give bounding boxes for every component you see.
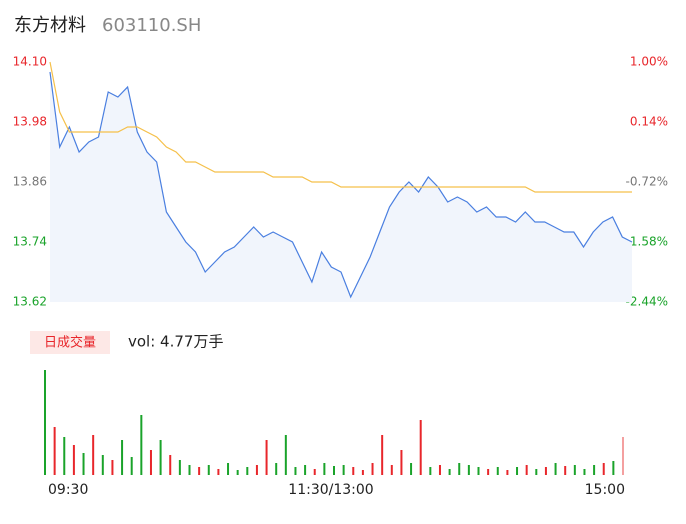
- volume-annotation: vol: 4.77万手: [128, 333, 223, 351]
- volume-bar: [159, 440, 162, 475]
- y-tick-label: 13.86: [13, 175, 47, 189]
- volume-bar: [516, 467, 519, 475]
- volume-bar: [111, 460, 114, 475]
- volume-bar: [410, 463, 413, 475]
- volume-bar: [419, 420, 422, 475]
- volume-bar: [429, 467, 432, 475]
- volume-bar: [612, 461, 615, 475]
- volume-bar: [255, 465, 258, 475]
- volume-bar: [140, 415, 143, 475]
- volume-bar: [622, 437, 624, 475]
- legend-badge: [30, 331, 110, 354]
- volume-bar: [564, 466, 567, 475]
- volume-bar: [554, 463, 557, 475]
- volume-bar: [487, 469, 490, 475]
- volume-bar: [525, 465, 528, 475]
- volume-bar: [361, 470, 364, 475]
- volume-bar: [371, 463, 374, 475]
- volume-bar: [188, 465, 191, 475]
- x-tick-label: 11:30/13:00: [288, 482, 373, 498]
- volume-bar: [593, 465, 596, 475]
- volume-bar: [496, 467, 499, 475]
- volume-bar: [438, 465, 441, 475]
- y2-tick-label: 0.14%: [630, 115, 668, 129]
- x-tick-label: 15:00: [585, 482, 625, 498]
- stock-code: 603110.SH: [102, 15, 201, 36]
- volume-bar: [72, 445, 75, 475]
- volume-bar: [467, 465, 470, 475]
- volume-bar: [44, 370, 46, 475]
- volume-bar: [506, 470, 509, 475]
- volume-bar: [265, 440, 268, 475]
- y-tick-label: 14.10: [13, 55, 47, 69]
- volume-bar: [573, 465, 576, 475]
- line-price: [49, 71, 633, 299]
- y-tick-label: 13.62: [13, 295, 47, 309]
- volume-bar: [458, 463, 461, 475]
- volume-bar: [92, 435, 95, 475]
- y2-tick-label: -2.44%: [626, 295, 668, 309]
- volume-bar: [246, 467, 249, 475]
- y-tick-label: 13.98: [13, 115, 47, 129]
- volume-bar: [275, 463, 278, 475]
- volume-bar: [178, 460, 181, 475]
- volume-bar: [313, 469, 316, 475]
- price-area: [50, 72, 632, 302]
- volume-bar: [169, 455, 172, 475]
- volume-bar: [227, 463, 230, 475]
- volume-bar: [304, 465, 307, 475]
- volume-bar: [294, 467, 297, 475]
- y2-tick-label: -1.58%: [626, 235, 668, 249]
- volume-bar: [149, 450, 152, 475]
- volume-bar: [544, 467, 547, 475]
- volume-bar: [381, 435, 384, 475]
- volume-bar: [284, 435, 287, 475]
- volume-bar: [448, 469, 451, 475]
- volume-bar: [63, 437, 66, 475]
- x-tick-label: 09:30: [48, 482, 88, 498]
- y2-tick-label: 1.00%: [630, 55, 668, 69]
- line-average: [49, 61, 632, 193]
- volume-bar: [207, 465, 210, 475]
- volume-bar: [535, 469, 538, 475]
- volume-bar: [602, 463, 605, 475]
- volume-bar: [323, 463, 326, 475]
- volume-bar: [333, 466, 335, 475]
- y2-tick-label: -0.72%: [626, 175, 668, 189]
- volume-bar: [130, 457, 133, 475]
- volume-bar: [217, 469, 220, 475]
- volume-bar: [477, 467, 480, 475]
- volume-bar: [390, 465, 393, 475]
- stock-name: 东方材料: [14, 15, 86, 36]
- volume-bar: [198, 467, 201, 475]
- volume-bar: [342, 465, 345, 475]
- volume-bar: [82, 453, 85, 475]
- legend-label: 日成交量: [44, 335, 96, 351]
- y-tick-label: 13.74: [13, 235, 47, 249]
- volume-bar: [121, 440, 124, 475]
- volume-bar: [352, 467, 355, 475]
- volume-bar: [583, 469, 586, 475]
- volume-bar: [101, 455, 104, 475]
- volume-bar: [236, 470, 239, 475]
- volume-bar: [400, 450, 403, 475]
- volume-bar: [53, 427, 56, 475]
